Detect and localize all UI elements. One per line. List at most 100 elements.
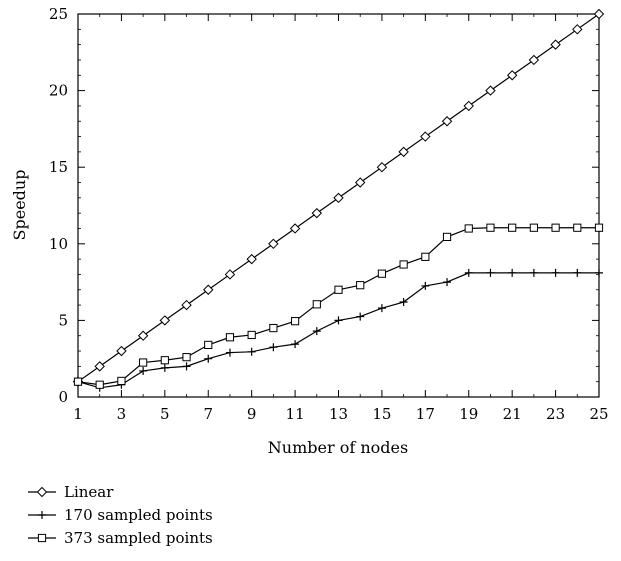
data-point-square: [247, 330, 256, 340]
data-point-square: [399, 260, 408, 269]
y-tick-label: 25: [49, 5, 68, 23]
data-point-square: [356, 281, 365, 290]
data-point-square: [442, 232, 452, 242]
x-tick-label: 11: [286, 405, 305, 423]
data-point-diamond: [550, 39, 561, 50]
data-point-square: [37, 533, 47, 543]
x-tick-label: 5: [160, 405, 170, 423]
data-point-square: [290, 317, 300, 326]
legend-item: Linear: [28, 483, 114, 501]
data-point-diamond: [159, 315, 171, 326]
data-point-plus: [160, 363, 169, 372]
data-point-square: [334, 285, 343, 294]
data-point-square: [73, 377, 83, 386]
data-point-plus: [508, 268, 517, 277]
data-point-square: [594, 223, 604, 232]
data-point-square: [529, 223, 538, 232]
data-point-square: [269, 323, 278, 333]
series-layer: [72, 8, 605, 392]
data-point-square: [464, 224, 473, 233]
legend-label: Linear: [64, 483, 114, 501]
x-tick-label: 25: [589, 405, 608, 423]
data-point-plus: [334, 316, 343, 325]
data-point-square: [551, 223, 560, 232]
data-point-square: [204, 340, 213, 350]
x-tick-label: 1: [73, 405, 83, 423]
data-point-diamond: [572, 24, 583, 35]
data-point-square: [95, 380, 104, 389]
x-tick-label: 3: [117, 405, 127, 423]
data-point-square: [182, 353, 191, 362]
x-tick-label: 23: [546, 405, 565, 423]
data-point-diamond: [94, 361, 105, 372]
data-point-plus: [529, 268, 538, 277]
data-point-plus: [38, 511, 46, 519]
x-tick-label: 17: [416, 405, 435, 423]
data-point-diamond: [355, 177, 366, 188]
x-axis-label: Number of nodes: [268, 438, 408, 457]
data-point-diamond: [441, 116, 453, 127]
data-point-plus: [399, 298, 408, 307]
data-point-square: [160, 356, 169, 365]
data-point-plus: [595, 268, 603, 277]
legend-item: 170 sampled points: [28, 506, 213, 524]
data-point-diamond: [137, 330, 149, 341]
series-line: [77, 227, 599, 386]
data-point-diamond: [420, 131, 431, 142]
data-point-diamond: [506, 70, 518, 81]
data-point-diamond: [116, 345, 127, 357]
data-point-diamond: [224, 269, 236, 280]
x-tick-label: 9: [247, 405, 257, 423]
data-point-plus: [486, 268, 495, 277]
legend-label: 373 sampled points: [64, 529, 213, 547]
data-point-square: [312, 300, 321, 309]
data-point-diamond: [268, 238, 279, 250]
data-point-square: [225, 333, 235, 342]
data-point-plus: [421, 281, 430, 290]
data-point-plus: [464, 268, 473, 277]
data-point-diamond: [311, 207, 322, 219]
y-axis-label: Speedup: [10, 170, 29, 241]
x-tick-label: 15: [372, 405, 391, 423]
data-point-diamond: [376, 161, 388, 173]
data-point-plus: [139, 366, 148, 375]
data-point-diamond: [398, 146, 409, 158]
y-tick-label: 0: [58, 388, 68, 406]
series-diamond: [72, 8, 605, 387]
series-square: [73, 223, 604, 389]
x-tick-label: 7: [203, 405, 213, 423]
data-point-diamond: [246, 253, 257, 265]
data-point-diamond: [289, 223, 301, 234]
data-point-square: [377, 269, 387, 278]
y-axis-ticks: 0 5 10 15 20 25: [49, 5, 599, 406]
x-axis-ticks: 1 3 5 7 9 11 13 15 17 19 21 23 25: [73, 14, 609, 423]
x-tick-label: 13: [329, 405, 348, 423]
legend: Linear 170 sampled points 373 sampled poin…: [28, 483, 213, 547]
data-point-diamond: [528, 54, 540, 66]
data-point-plus: [356, 312, 365, 321]
data-point-plus: [377, 304, 386, 313]
data-point-diamond: [333, 192, 344, 204]
plot-area-frame: [77, 13, 600, 398]
data-point-diamond: [36, 486, 48, 498]
data-point-plus: [551, 268, 560, 277]
data-point-square: [421, 252, 430, 261]
data-point-plus: [204, 354, 213, 363]
data-point-square: [139, 358, 148, 367]
data-point-plus: [443, 278, 452, 287]
data-point-diamond: [463, 100, 474, 112]
data-point-diamond: [181, 299, 192, 311]
y-tick-label: 10: [49, 235, 68, 253]
x-tick-label: 19: [459, 405, 478, 423]
y-tick-label: 15: [49, 158, 68, 176]
data-point-square: [573, 223, 582, 232]
data-point-diamond: [485, 85, 496, 96]
data-point-square: [486, 223, 495, 232]
data-point-plus: [182, 362, 191, 371]
data-point-diamond: [593, 8, 605, 20]
data-point-square: [117, 376, 126, 386]
data-point-plus: [573, 268, 582, 277]
y-tick-label: 20: [49, 82, 68, 100]
legend-item: 373 sampled points: [28, 529, 213, 547]
